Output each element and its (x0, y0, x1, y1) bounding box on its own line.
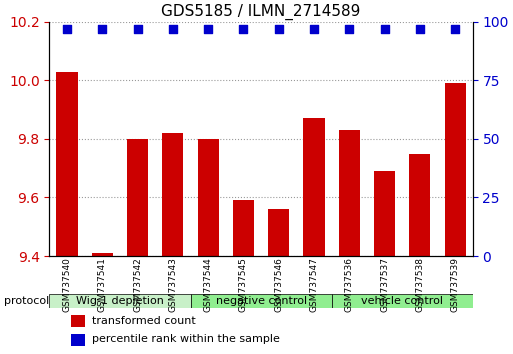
Text: protocol: protocol (4, 296, 49, 306)
Point (345, 26, 353, 32)
FancyBboxPatch shape (49, 294, 190, 308)
Text: Wig-1 depletion: Wig-1 depletion (76, 296, 164, 306)
Bar (92, 253, 113, 256)
Bar (56, 72, 77, 256)
Text: GSM737544: GSM737544 (204, 257, 213, 312)
Bar (409, 154, 430, 256)
Bar (71, 315, 85, 327)
Bar (233, 200, 254, 256)
Point (133, 26, 142, 32)
FancyBboxPatch shape (190, 294, 331, 308)
Text: GSM737536: GSM737536 (345, 257, 354, 312)
Point (63, 26, 71, 32)
Text: GSM737546: GSM737546 (274, 257, 283, 312)
Point (204, 26, 212, 32)
Text: GSM737541: GSM737541 (98, 257, 107, 312)
Text: GSM737537: GSM737537 (380, 257, 389, 312)
Bar (268, 209, 289, 256)
Text: negative control: negative control (215, 296, 307, 306)
Text: GSM737543: GSM737543 (168, 257, 177, 312)
Bar (303, 118, 325, 256)
Bar (198, 139, 219, 256)
Text: GSM737545: GSM737545 (239, 257, 248, 312)
Point (274, 26, 283, 32)
Point (416, 26, 424, 32)
Text: GSM737547: GSM737547 (309, 257, 319, 312)
Point (240, 26, 248, 32)
Text: GSM737539: GSM737539 (450, 257, 460, 312)
Bar (162, 133, 184, 256)
Text: transformed count: transformed count (92, 316, 195, 326)
Text: vehicle control: vehicle control (361, 296, 443, 306)
Bar (339, 130, 360, 256)
Text: percentile rank within the sample: percentile rank within the sample (92, 335, 280, 344)
Point (310, 26, 318, 32)
Bar (127, 139, 148, 256)
Bar (71, 334, 85, 346)
Point (451, 26, 459, 32)
Title: GDS5185 / ILMN_2714589: GDS5185 / ILMN_2714589 (162, 4, 361, 21)
Text: GSM737540: GSM737540 (63, 257, 71, 312)
FancyBboxPatch shape (331, 294, 473, 308)
Point (98, 26, 106, 32)
Point (169, 26, 177, 32)
Text: GSM737542: GSM737542 (133, 257, 142, 312)
Bar (445, 83, 466, 256)
Bar (374, 171, 395, 256)
Point (381, 26, 389, 32)
Text: GSM737538: GSM737538 (416, 257, 424, 312)
